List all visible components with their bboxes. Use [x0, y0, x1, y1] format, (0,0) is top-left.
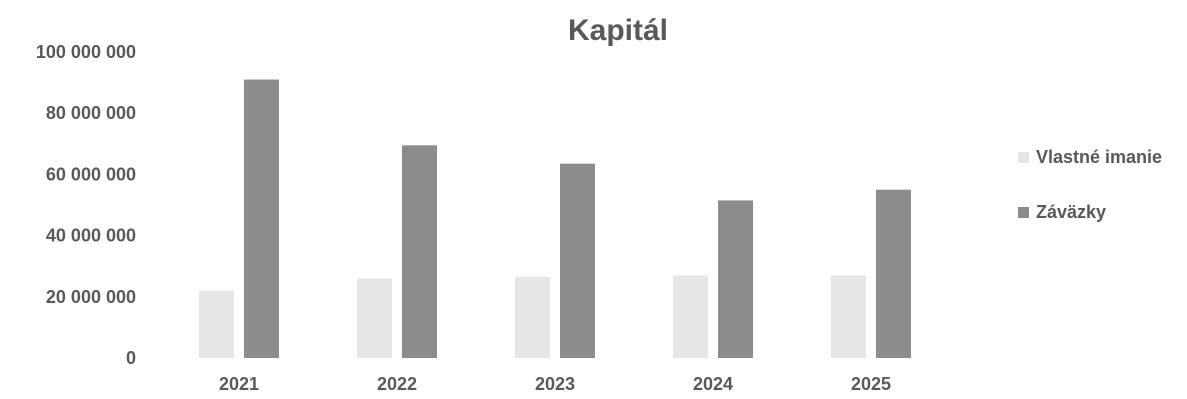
y-tick-label: 60 000 000 — [46, 164, 136, 184]
x-axis: 2021 2022 2023 2024 2025 — [219, 374, 891, 394]
y-axis: 0 20 000 000 40 000 000 60 000 000 80 000 00… — [36, 42, 136, 368]
x-tick-label: 2025 — [851, 374, 891, 394]
x-tick-label: 2022 — [377, 374, 417, 394]
bar-záväzky-2022 — [402, 145, 437, 358]
y-tick-label: 100 000 000 — [36, 42, 136, 62]
bar-záväzky-2025 — [876, 189, 911, 358]
bar-vlastné-imanie-2023 — [515, 276, 550, 358]
y-tick-label: 20 000 000 — [46, 287, 136, 307]
legend-label: Záväzky — [1036, 202, 1106, 222]
y-tick-label: 40 000 000 — [46, 226, 136, 246]
chart-title: Kapitál — [568, 14, 668, 47]
legend-swatch — [1018, 152, 1029, 163]
x-tick-label: 2021 — [219, 374, 259, 394]
legend-swatch — [1018, 207, 1029, 218]
y-tick-label: 80 000 000 — [46, 103, 136, 123]
x-tick-label: 2023 — [535, 374, 575, 394]
bar-vlastné-imanie-2022 — [357, 278, 392, 358]
y-tick-label: 0 — [126, 348, 136, 368]
bar-vlastné-imanie-2024 — [673, 275, 708, 358]
bar-záväzky-2021 — [244, 79, 279, 358]
legend-label: Vlastné imanie — [1036, 147, 1162, 167]
x-tick-label: 2024 — [693, 374, 733, 394]
bar-vlastné-imanie-2025 — [831, 275, 866, 358]
bars — [199, 79, 911, 358]
legend: Vlastné imanie Záväzky — [1018, 147, 1162, 222]
bar-vlastné-imanie-2021 — [199, 290, 234, 358]
bar-záväzky-2023 — [560, 163, 595, 358]
bar-záväzky-2024 — [718, 200, 753, 358]
